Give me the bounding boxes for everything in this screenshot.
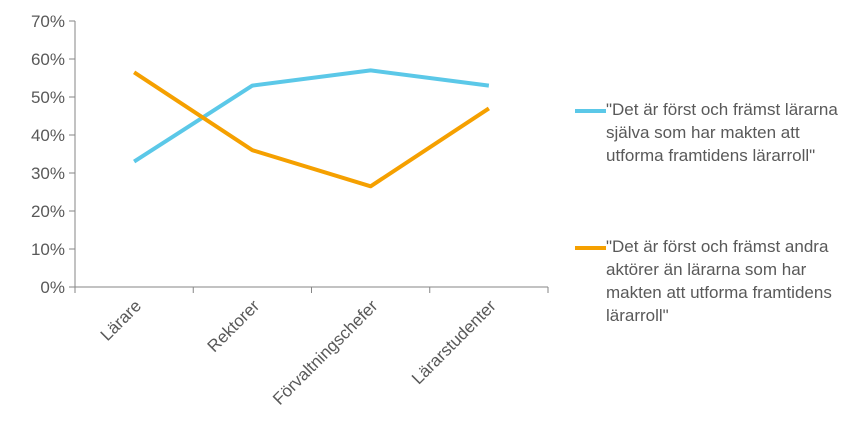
legend-label-series-1: "Det är först och främst lärarna själva … [606, 100, 838, 165]
y-tick-label: 20% [31, 202, 65, 221]
series-line-1 [133, 68, 490, 164]
legend-swatch-series-1 [575, 109, 606, 113]
y-tick-label: 10% [31, 240, 65, 259]
series-lines [133, 68, 490, 189]
series-line-2 [133, 70, 490, 189]
y-tick-label: 40% [31, 126, 65, 145]
legend-label-series-2: "Det är först och främst andra aktörer ä… [606, 237, 832, 325]
y-tick-label: 50% [31, 88, 65, 107]
x-tick-label: Lärare [97, 296, 145, 344]
x-tick-label: Lärarstudenter [408, 296, 500, 388]
legend-swatch-series-2 [575, 246, 606, 250]
y-axis: 0% 10% 20% 30% 40% 50% 60% 70% [31, 12, 76, 297]
y-tick-label: 60% [31, 50, 65, 69]
x-tick-label: Förvaltningschefer [269, 296, 382, 409]
y-tick-label: 70% [31, 12, 65, 31]
x-axis: Lärare Rektorer Förvaltningschefer Lärarstu… [74, 286, 549, 409]
y-tick-label: 30% [31, 164, 65, 183]
y-tick-label: 0% [40, 278, 65, 297]
x-tick-label: Rektorer [204, 296, 264, 356]
